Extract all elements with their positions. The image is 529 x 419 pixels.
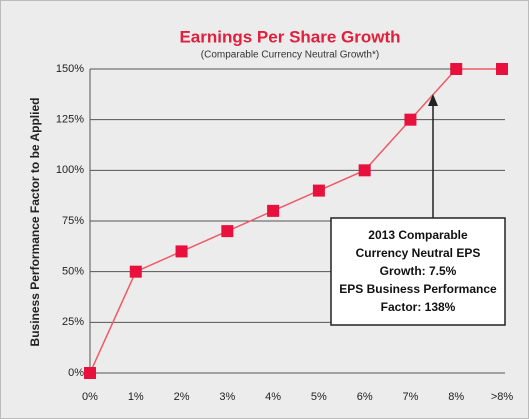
y-axis-label: Business Performance Factor to be Applie… — [28, 98, 42, 347]
x-tick-label: 5% — [311, 391, 327, 403]
annotation-line: Factor: 138% — [381, 300, 456, 314]
y-tick-label: 25% — [62, 316, 84, 328]
x-tick-label: 8% — [448, 391, 464, 403]
marker — [496, 63, 508, 75]
data-line — [89, 68, 502, 374]
marker — [84, 367, 96, 379]
y-tick-label: 75% — [62, 215, 84, 227]
y-tick-label: 100% — [56, 164, 84, 176]
x-tick-label: 6% — [357, 391, 373, 403]
x-tick-label: 4% — [265, 391, 281, 403]
x-tick-label: 7% — [402, 391, 418, 403]
annotation-line: Currency Neutral EPS — [356, 246, 481, 260]
marker — [312, 184, 325, 197]
y-tick-label: 50% — [62, 266, 84, 278]
chart-subtitle: (Comparable Currency Neutral Growth*) — [201, 50, 379, 61]
marker — [404, 113, 417, 126]
annotation-line: 2013 Comparable — [368, 228, 468, 242]
marker — [175, 245, 188, 258]
annotation-line: EPS Business Performance — [339, 282, 497, 296]
annotation-line: Growth: 7.5% — [380, 264, 457, 278]
marker — [358, 164, 371, 177]
chart-title: Earnings Per Share Growth — [179, 27, 400, 46]
y-tick-label: 125% — [56, 114, 84, 126]
x-tick-label: 0% — [82, 391, 98, 403]
marker — [221, 225, 234, 238]
marker — [129, 265, 142, 278]
marker — [450, 63, 463, 75]
x-tick-label: 2% — [174, 391, 190, 403]
y-tick-label: 150% — [56, 63, 84, 75]
y-tick-label: 0% — [68, 367, 84, 379]
x-tick-label: 1% — [128, 391, 144, 403]
annotation-arrowhead — [428, 94, 438, 106]
plot-area: 0% 25% 50% 75% 100% 125% 150% 0% 1% 2% 3% 4% 5% 6% 7% 8… — [56, 63, 514, 403]
marker — [267, 204, 280, 217]
x-tick-label: >8% — [491, 391, 514, 403]
x-tick-label: 3% — [219, 391, 235, 403]
annotation-box — [330, 217, 506, 326]
annotation: 2013 Comparable Currency Neutral EPS Growt… — [339, 228, 497, 314]
